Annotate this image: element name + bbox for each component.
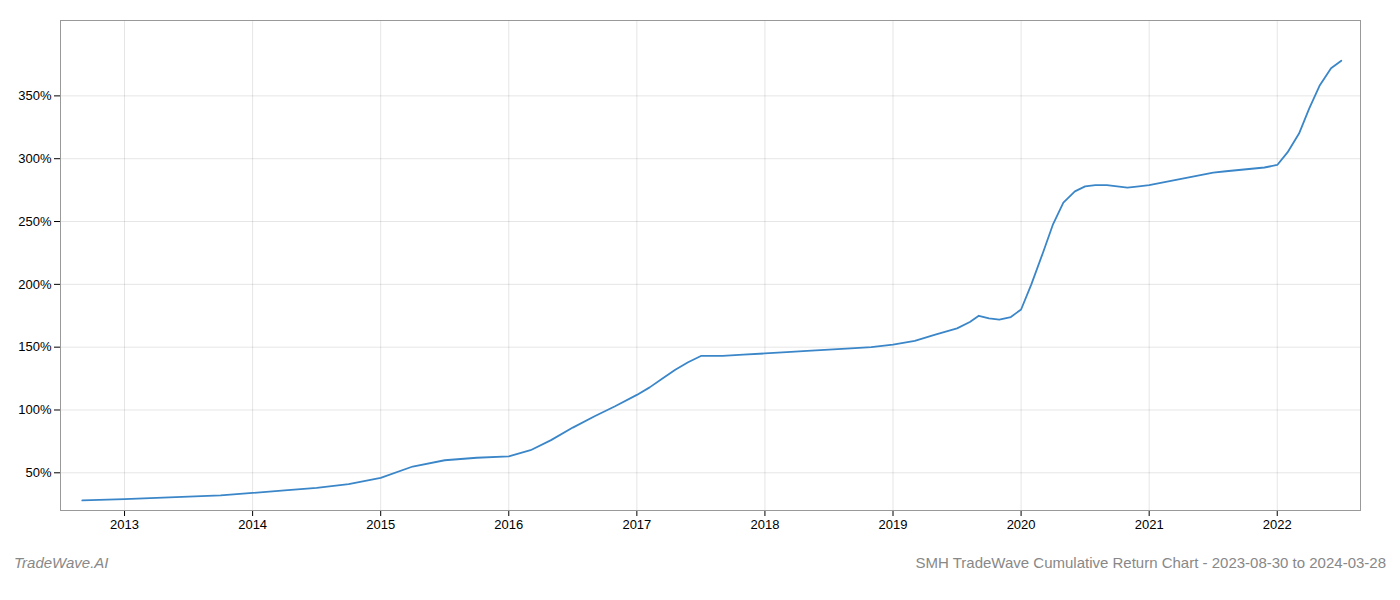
svg-text:2016: 2016: [494, 517, 523, 532]
svg-text:350%: 350%: [18, 88, 52, 103]
svg-text:200%: 200%: [18, 277, 52, 292]
svg-text:2014: 2014: [238, 517, 267, 532]
svg-text:2019: 2019: [879, 517, 908, 532]
html-text:TradeWave.AI: TradeWave.AI: [14, 554, 109, 571]
svg-text:2013: 2013: [110, 517, 139, 532]
svg-text:300%: 300%: [18, 151, 52, 166]
svg-text:2018: 2018: [750, 517, 779, 532]
svg-text:100%: 100%: [18, 402, 52, 417]
svg-text:2020: 2020: [1007, 517, 1036, 532]
svg-text:2015: 2015: [366, 517, 395, 532]
html-text:SMH TradeWave Cumulative Retur: SMH TradeWave Cumulative Return Chart - …: [915, 554, 1386, 571]
svg-text:50%: 50%: [25, 465, 51, 480]
svg-text:2021: 2021: [1135, 517, 1164, 532]
svg-text:250%: 250%: [18, 214, 52, 229]
svg-text:150%: 150%: [18, 339, 52, 354]
svg-text:2017: 2017: [622, 517, 651, 532]
svg-text:2022: 2022: [1263, 517, 1292, 532]
